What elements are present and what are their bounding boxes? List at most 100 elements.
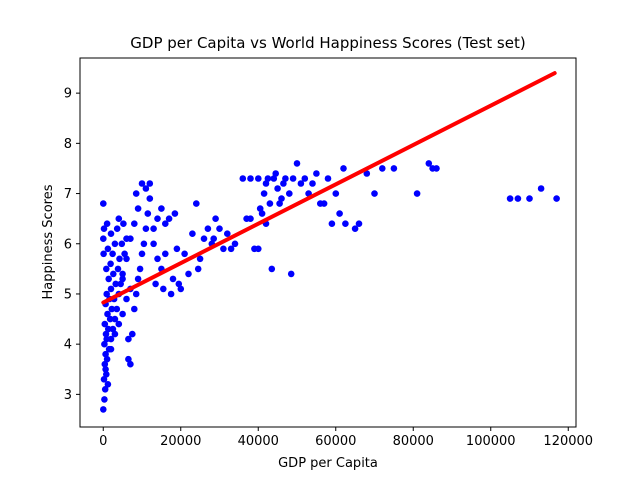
data-point: [146, 180, 154, 187]
data-point: [102, 350, 109, 358]
data-point: [227, 245, 235, 253]
data-point: [342, 220, 349, 227]
trend-line: [101, 71, 557, 305]
data-point: [193, 200, 200, 207]
data-point: [189, 230, 196, 237]
data-point: [104, 310, 111, 318]
data-point: [204, 225, 212, 232]
data-point: [220, 245, 227, 253]
data-point: [260, 190, 268, 197]
x-tick-label: 100000: [466, 434, 516, 449]
data-point: [351, 225, 359, 232]
data-point: [274, 185, 281, 192]
data-point: [101, 396, 108, 403]
data-point: [110, 270, 117, 278]
data-point: [117, 280, 124, 288]
data-point: [116, 255, 123, 263]
data-point: [115, 215, 123, 222]
data-point: [150, 225, 157, 232]
data-point: [100, 225, 108, 232]
data-point: [162, 250, 169, 258]
data-point: [131, 220, 138, 227]
x-tick-label: 80000: [393, 434, 434, 449]
data-point: [100, 376, 108, 383]
data-point: [185, 270, 192, 278]
data-point: [160, 285, 167, 293]
data-point: [324, 175, 332, 182]
data-point: [264, 175, 272, 182]
data-point: [144, 210, 152, 217]
data-point: [142, 225, 150, 232]
data-point: [210, 235, 217, 242]
data-point: [120, 220, 127, 227]
data-point: [239, 175, 247, 182]
y-axis-label: Happiness Scores: [41, 184, 56, 299]
data-point: [336, 210, 343, 217]
data-point: [101, 360, 109, 368]
data-point: [106, 315, 114, 323]
data-point: [286, 190, 293, 197]
data-point: [200, 235, 208, 242]
data-point: [103, 220, 111, 227]
data-point: [262, 180, 270, 187]
data-point: [514, 195, 522, 202]
data-point: [301, 175, 309, 182]
data-point: [125, 335, 132, 343]
data-point: [537, 185, 545, 192]
data-point: [113, 225, 121, 232]
data-point: [136, 265, 144, 273]
data-point: [293, 160, 301, 167]
data-point: [111, 315, 119, 323]
data-point: [123, 255, 130, 263]
y-tick-label: 6: [64, 237, 72, 252]
data-point: [121, 250, 128, 258]
data-point: [280, 180, 287, 187]
x-tick-label: 0: [99, 434, 107, 449]
data-point: [363, 170, 371, 177]
data-point: [154, 255, 161, 263]
data-point: [132, 190, 140, 197]
y-axis-ticks: 3 4 5 6 7 8 9: [64, 87, 80, 403]
data-point: [313, 170, 320, 177]
y-tick-label: 4: [64, 338, 72, 353]
data-point: [276, 200, 283, 207]
data-point: [127, 235, 134, 242]
data-point: [332, 190, 340, 197]
x-tick-label: 40000: [238, 434, 279, 449]
data-point: [100, 250, 107, 258]
plot-layer: [100, 71, 560, 413]
y-tick-label: 8: [64, 137, 72, 152]
data-point: [105, 275, 112, 283]
data-point: [112, 280, 119, 288]
data-point: [103, 371, 110, 378]
data-point: [113, 305, 121, 313]
x-tick-label: 20000: [160, 434, 201, 449]
data-point: [101, 320, 109, 328]
data-point: [107, 335, 115, 343]
data-point: [140, 240, 148, 248]
data-point: [123, 295, 130, 303]
data-point: [247, 215, 254, 222]
data-point: [100, 406, 107, 413]
data-point: [103, 290, 110, 298]
data-point: [107, 230, 115, 237]
data-point: [119, 270, 126, 278]
data-point: [371, 190, 378, 197]
data-point: [109, 250, 116, 258]
data-point: [177, 285, 185, 293]
data-point: [102, 330, 110, 338]
data-point: [287, 270, 295, 278]
data-point: [282, 175, 289, 182]
data-point: [297, 180, 305, 187]
data-point: [224, 230, 231, 237]
data-point: [119, 310, 126, 318]
y-tick-label: 9: [64, 87, 72, 102]
data-point: [134, 275, 142, 283]
data-point: [127, 360, 134, 368]
data-point: [114, 265, 122, 273]
data-point: [104, 381, 112, 388]
data-point: [340, 165, 347, 172]
y-tick-label: 3: [64, 388, 72, 403]
data-point: [254, 245, 262, 253]
